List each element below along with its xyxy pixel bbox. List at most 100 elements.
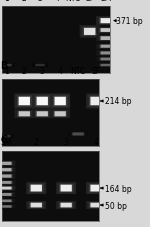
FancyBboxPatch shape bbox=[96, 36, 116, 42]
FancyBboxPatch shape bbox=[17, 111, 32, 118]
FancyBboxPatch shape bbox=[1, 162, 12, 165]
FancyBboxPatch shape bbox=[100, 45, 112, 49]
FancyBboxPatch shape bbox=[86, 94, 106, 109]
Text: 3: 3 bbox=[64, 138, 69, 147]
FancyBboxPatch shape bbox=[0, 64, 15, 68]
Text: 50 bp: 50 bp bbox=[105, 201, 127, 210]
FancyBboxPatch shape bbox=[55, 97, 66, 106]
FancyBboxPatch shape bbox=[1, 193, 12, 196]
Text: SF: SF bbox=[85, 0, 94, 3]
FancyBboxPatch shape bbox=[1, 175, 12, 178]
FancyBboxPatch shape bbox=[0, 180, 15, 185]
FancyBboxPatch shape bbox=[60, 203, 72, 207]
FancyBboxPatch shape bbox=[31, 203, 42, 207]
Text: 4: 4 bbox=[58, 67, 63, 75]
FancyBboxPatch shape bbox=[1, 205, 12, 208]
FancyBboxPatch shape bbox=[0, 162, 13, 166]
FancyBboxPatch shape bbox=[96, 17, 116, 26]
FancyBboxPatch shape bbox=[35, 111, 50, 118]
FancyBboxPatch shape bbox=[100, 52, 112, 55]
FancyBboxPatch shape bbox=[14, 94, 34, 109]
FancyBboxPatch shape bbox=[29, 202, 44, 208]
FancyBboxPatch shape bbox=[0, 205, 13, 208]
Text: SM: SM bbox=[1, 138, 12, 147]
FancyBboxPatch shape bbox=[84, 29, 95, 36]
Text: 2: 2 bbox=[34, 138, 39, 147]
FancyBboxPatch shape bbox=[14, 110, 34, 119]
FancyBboxPatch shape bbox=[50, 110, 70, 119]
FancyBboxPatch shape bbox=[0, 161, 15, 166]
FancyBboxPatch shape bbox=[96, 28, 116, 34]
FancyBboxPatch shape bbox=[100, 64, 112, 67]
Text: SM: SM bbox=[100, 0, 112, 3]
FancyBboxPatch shape bbox=[0, 186, 13, 190]
FancyBboxPatch shape bbox=[31, 185, 42, 192]
Text: 4: 4 bbox=[94, 138, 99, 147]
FancyBboxPatch shape bbox=[0, 181, 13, 184]
Text: B: B bbox=[1, 61, 8, 71]
FancyBboxPatch shape bbox=[50, 94, 70, 109]
FancyBboxPatch shape bbox=[32, 64, 48, 68]
FancyBboxPatch shape bbox=[100, 29, 112, 33]
FancyBboxPatch shape bbox=[0, 199, 15, 203]
FancyBboxPatch shape bbox=[86, 182, 106, 194]
FancyBboxPatch shape bbox=[56, 182, 76, 194]
FancyBboxPatch shape bbox=[0, 193, 13, 196]
FancyBboxPatch shape bbox=[99, 52, 114, 56]
FancyBboxPatch shape bbox=[0, 174, 15, 179]
FancyBboxPatch shape bbox=[90, 97, 102, 106]
FancyBboxPatch shape bbox=[0, 192, 15, 197]
FancyBboxPatch shape bbox=[99, 64, 114, 67]
FancyBboxPatch shape bbox=[0, 168, 13, 172]
FancyBboxPatch shape bbox=[82, 28, 97, 37]
FancyBboxPatch shape bbox=[80, 26, 100, 39]
FancyBboxPatch shape bbox=[0, 186, 15, 191]
FancyBboxPatch shape bbox=[99, 18, 114, 25]
FancyBboxPatch shape bbox=[99, 58, 114, 62]
FancyBboxPatch shape bbox=[1, 168, 12, 172]
FancyBboxPatch shape bbox=[72, 133, 84, 136]
FancyBboxPatch shape bbox=[96, 64, 116, 68]
FancyBboxPatch shape bbox=[89, 96, 103, 107]
FancyBboxPatch shape bbox=[99, 37, 114, 41]
FancyBboxPatch shape bbox=[0, 199, 13, 202]
FancyBboxPatch shape bbox=[90, 185, 102, 192]
FancyBboxPatch shape bbox=[0, 167, 15, 173]
FancyBboxPatch shape bbox=[99, 45, 114, 49]
FancyBboxPatch shape bbox=[1, 181, 12, 184]
Text: 2: 2 bbox=[21, 0, 26, 3]
FancyBboxPatch shape bbox=[90, 203, 102, 207]
FancyBboxPatch shape bbox=[2, 135, 11, 138]
FancyBboxPatch shape bbox=[53, 111, 68, 118]
FancyBboxPatch shape bbox=[1, 200, 12, 202]
Text: 1: 1 bbox=[4, 67, 9, 75]
FancyBboxPatch shape bbox=[29, 184, 44, 192]
FancyBboxPatch shape bbox=[96, 44, 116, 50]
FancyBboxPatch shape bbox=[96, 57, 116, 62]
FancyBboxPatch shape bbox=[0, 174, 13, 178]
FancyBboxPatch shape bbox=[100, 58, 112, 61]
Text: 214 bp: 214 bp bbox=[105, 97, 131, 106]
FancyBboxPatch shape bbox=[86, 201, 106, 209]
FancyBboxPatch shape bbox=[32, 94, 52, 109]
FancyBboxPatch shape bbox=[37, 112, 48, 117]
Text: 371 bp: 371 bp bbox=[116, 17, 143, 26]
Text: C: C bbox=[1, 134, 8, 144]
FancyBboxPatch shape bbox=[0, 205, 15, 209]
FancyBboxPatch shape bbox=[2, 64, 12, 67]
FancyBboxPatch shape bbox=[1, 135, 12, 138]
Text: 164 bp: 164 bp bbox=[105, 184, 132, 193]
FancyBboxPatch shape bbox=[0, 134, 14, 138]
FancyBboxPatch shape bbox=[100, 19, 112, 24]
FancyBboxPatch shape bbox=[55, 112, 66, 117]
Text: 3: 3 bbox=[38, 0, 42, 3]
FancyBboxPatch shape bbox=[96, 51, 116, 56]
Text: 2: 2 bbox=[22, 67, 27, 75]
FancyBboxPatch shape bbox=[35, 64, 45, 67]
FancyBboxPatch shape bbox=[100, 37, 112, 41]
Text: 3: 3 bbox=[40, 67, 45, 75]
FancyBboxPatch shape bbox=[89, 184, 103, 192]
FancyBboxPatch shape bbox=[56, 201, 76, 209]
FancyBboxPatch shape bbox=[1, 187, 12, 190]
FancyBboxPatch shape bbox=[17, 96, 32, 107]
